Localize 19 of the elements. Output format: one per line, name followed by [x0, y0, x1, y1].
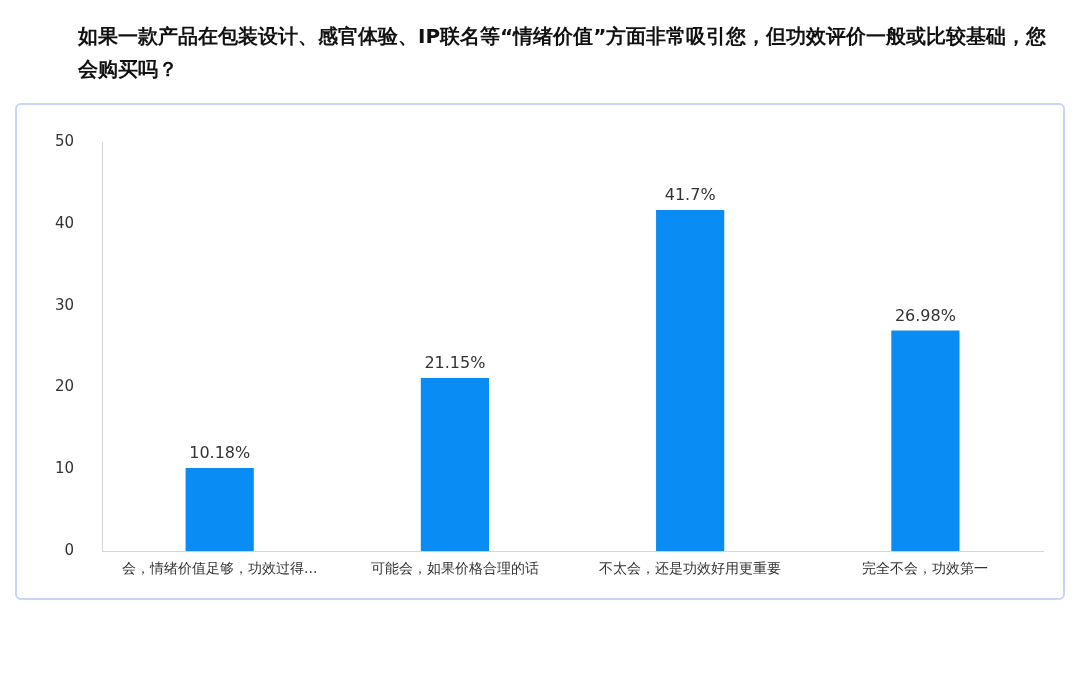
y-tick-label: 40	[54, 213, 75, 232]
y-tick-label: 20	[54, 377, 75, 396]
y-tick-label: 0	[64, 541, 75, 560]
bar	[185, 467, 254, 552]
data-label: 26.98%	[894, 305, 956, 325]
bar	[656, 209, 725, 552]
data-label: 41.7%	[664, 185, 716, 205]
y-tick-label: 30	[54, 295, 75, 314]
chart-title: 如果一款产品在包装设计、感官体验、IP联名等“情绪价值”方面非常吸引您，但功效评价一般或比较基础，您会购买吗？	[78, 23, 1048, 83]
bar	[420, 378, 490, 552]
data-label: 21.15%	[424, 353, 486, 373]
x-tick-label: 不太会，还是功效好用更重要	[599, 560, 782, 577]
bar	[891, 330, 960, 552]
x-tick-label: 可能会，如果价格合理的话	[370, 560, 539, 577]
y-tick-label: 10	[54, 459, 75, 478]
data-label: 10.18%	[189, 443, 251, 463]
y-tick-label: 50	[54, 131, 75, 150]
x-tick-label: 完全不会，功效第一	[862, 560, 989, 577]
x-tick-label: 会，情绪价值足够，功效过得...	[122, 560, 318, 577]
